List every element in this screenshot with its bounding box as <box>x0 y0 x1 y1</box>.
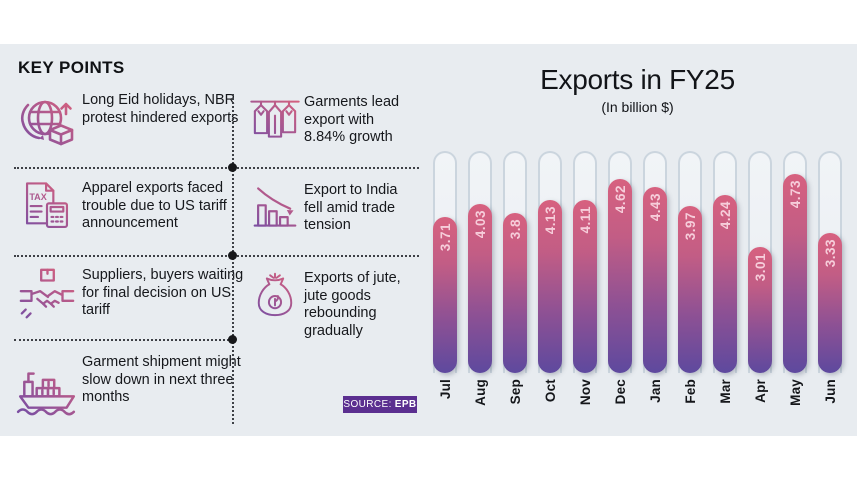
x-axis-label: Jan <box>647 379 663 403</box>
x-axis-label: Nov <box>577 379 593 406</box>
bar-value-label: 4.13 <box>542 206 558 235</box>
x-axis-label: Feb <box>682 379 698 404</box>
x-axis-label: Apr <box>752 379 768 403</box>
bar-value-label: 4.03 <box>472 210 488 239</box>
separator-dot <box>228 335 237 344</box>
source-value: EPB <box>394 399 417 410</box>
key-point-item: Export to India fell amid trade tension <box>246 180 418 235</box>
x-axis-label: Sep <box>507 379 523 405</box>
bar-column: 3.01 Apr <box>748 151 772 403</box>
bar-column: 3.8 Sep <box>503 151 527 404</box>
bar-value-label: 3.8 <box>507 219 523 240</box>
bar-column: 4.43 Jan <box>643 151 667 403</box>
bar: 4.11 <box>573 200 597 373</box>
bar-value-label: 4.43 <box>647 193 663 222</box>
declining-chart-icon <box>246 180 304 234</box>
bar: 3.71 <box>433 217 457 373</box>
handshake-deal-icon <box>12 265 82 327</box>
key-point-text: Suppliers, buyers waiting for final deci… <box>82 267 244 319</box>
bar-chart: 3.71 Jul 4.03 Aug 3.8 Sep 4.13 Oct <box>433 151 842 406</box>
bar-column: 4.11 Nov <box>573 151 597 405</box>
dotted-separator <box>14 167 419 169</box>
bar-column: 4.62 Dec <box>608 151 632 404</box>
separator-dot <box>228 251 237 260</box>
bar: 4.62 <box>608 179 632 373</box>
bar: 3.97 <box>678 206 702 373</box>
svg-text:TAX: TAX <box>29 192 46 202</box>
separator-dot <box>228 163 237 172</box>
bar-value-label: 4.62 <box>612 185 628 214</box>
x-axis-label: Jun <box>822 379 838 404</box>
bar-column: 4.24 Mar <box>713 151 737 404</box>
key-point-text: Garments lead export with 8.84% growth <box>304 94 400 146</box>
key-point-item: Suppliers, buyers waiting for final deci… <box>12 265 244 327</box>
source-badge: SOURCE: EPB <box>343 396 417 413</box>
key-point-item: Garments lead export with 8.84% growth <box>246 92 418 148</box>
x-axis-label: Jul <box>437 379 453 400</box>
key-point-item: Exports of jute, jute goods rebounding g… <box>246 268 418 341</box>
bar-column: 3.33 Jun <box>818 151 842 404</box>
x-axis-label: May <box>787 379 803 406</box>
key-point-text: Apparel exports faced trouble due to US … <box>82 180 227 232</box>
bar-value-label: 4.11 <box>577 206 593 234</box>
tax-document-icon: TAX <box>12 178 82 236</box>
bar: 4.43 <box>643 187 667 373</box>
bar: 3.8 <box>503 213 527 373</box>
dotted-separator <box>14 339 233 341</box>
cargo-ship-icon <box>12 352 82 418</box>
bar-column: 4.73 May <box>783 151 807 406</box>
bar: 3.01 <box>748 247 772 373</box>
bar-value-label: 4.73 <box>787 180 803 209</box>
bar: 4.73 <box>783 174 807 373</box>
globe-export-icon <box>12 90 82 154</box>
key-point-text: Garment shipment might slow down in next… <box>82 354 241 406</box>
bar-value-label: 3.71 <box>437 223 453 252</box>
jute-sack-icon <box>246 268 304 320</box>
bar-column: 4.13 Oct <box>538 151 562 402</box>
chart-subtitle: (In billion $) <box>601 99 674 115</box>
bar: 4.13 <box>538 200 562 373</box>
bar: 4.24 <box>713 195 737 373</box>
key-point-item: TAX Apparel exports faced trouble due to… <box>12 178 244 236</box>
x-axis-label: Oct <box>542 379 558 403</box>
bar: 3.33 <box>818 233 842 373</box>
key-point-text: Long Eid holidays, NBR protest hindered … <box>82 92 239 126</box>
bar-column: 3.71 Jul <box>433 151 457 399</box>
chart-title: Exports in FY25 <box>540 64 735 95</box>
x-axis-label: Mar <box>717 379 733 404</box>
key-point-text: Export to India fell amid trade tension <box>304 182 398 234</box>
infographic-panel: KEY POINTS Long Eid holidays, NBR protes… <box>0 44 857 436</box>
x-axis-label: Aug <box>472 379 488 406</box>
bar-value-label: 4.24 <box>717 201 733 230</box>
bar-value-label: 3.01 <box>752 253 768 282</box>
bar: 4.03 <box>468 204 492 373</box>
x-axis-label: Dec <box>612 379 628 405</box>
bar-value-label: 3.33 <box>822 239 838 268</box>
key-point-item: Long Eid holidays, NBR protest hindered … <box>12 90 244 154</box>
bar-column: 3.97 Feb <box>678 151 702 404</box>
bar-value-label: 3.97 <box>682 212 698 241</box>
source-label: SOURCE: <box>343 399 392 410</box>
key-points-heading: KEY POINTS <box>18 58 125 77</box>
garments-hangers-icon <box>246 92 304 148</box>
bar-column: 4.03 Aug <box>468 151 492 406</box>
key-point-item: Garment shipment might slow down in next… <box>12 352 244 418</box>
dotted-separator <box>14 255 419 257</box>
key-point-text: Exports of jute, jute goods rebounding g… <box>304 270 401 340</box>
